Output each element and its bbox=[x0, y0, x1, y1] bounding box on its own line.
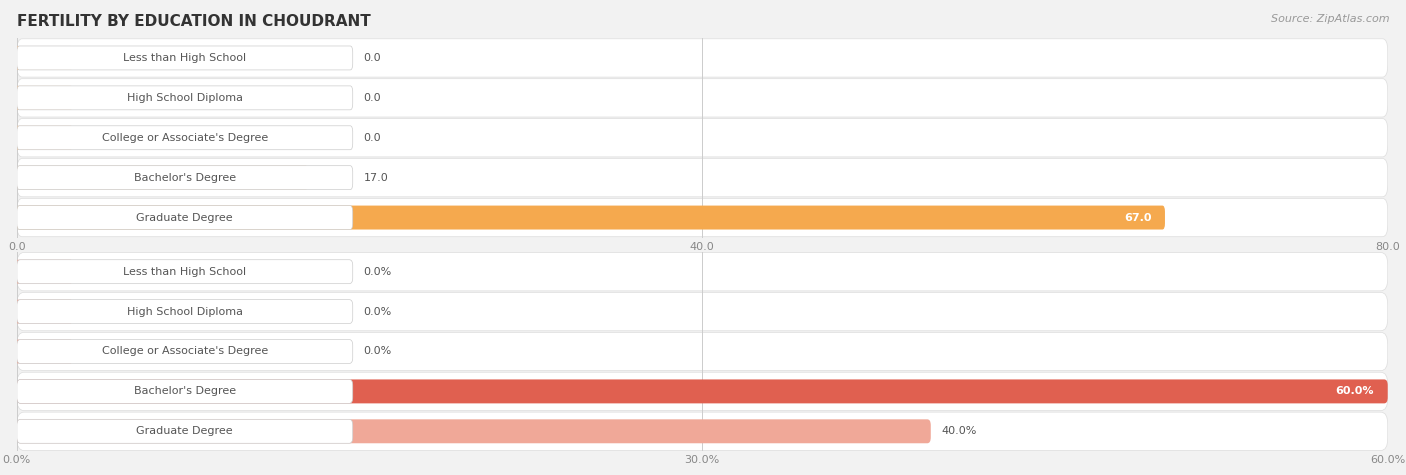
FancyBboxPatch shape bbox=[17, 166, 353, 190]
Text: Bachelor's Degree: Bachelor's Degree bbox=[134, 386, 236, 397]
Text: 40.0%: 40.0% bbox=[942, 426, 977, 437]
Text: 0.0: 0.0 bbox=[364, 133, 381, 143]
FancyBboxPatch shape bbox=[17, 206, 353, 229]
Text: Graduate Degree: Graduate Degree bbox=[136, 212, 233, 223]
FancyBboxPatch shape bbox=[17, 253, 1388, 291]
Text: 0.0: 0.0 bbox=[364, 53, 381, 63]
Text: Graduate Degree: Graduate Degree bbox=[136, 426, 233, 437]
FancyBboxPatch shape bbox=[17, 412, 1388, 450]
FancyBboxPatch shape bbox=[17, 206, 1166, 229]
Text: 0.0%: 0.0% bbox=[364, 306, 392, 317]
Text: College or Associate's Degree: College or Associate's Degree bbox=[101, 133, 269, 143]
FancyBboxPatch shape bbox=[17, 126, 353, 150]
Text: 0.0%: 0.0% bbox=[364, 346, 392, 357]
Text: 17.0: 17.0 bbox=[364, 172, 388, 183]
FancyBboxPatch shape bbox=[17, 260, 72, 284]
FancyBboxPatch shape bbox=[17, 419, 931, 443]
FancyBboxPatch shape bbox=[17, 199, 1388, 237]
FancyBboxPatch shape bbox=[17, 39, 1388, 77]
FancyBboxPatch shape bbox=[17, 46, 72, 70]
Text: Source: ZipAtlas.com: Source: ZipAtlas.com bbox=[1271, 14, 1389, 24]
FancyBboxPatch shape bbox=[17, 46, 353, 70]
FancyBboxPatch shape bbox=[17, 332, 1388, 371]
FancyBboxPatch shape bbox=[17, 86, 353, 110]
Text: 60.0%: 60.0% bbox=[1336, 386, 1374, 397]
FancyBboxPatch shape bbox=[17, 380, 353, 403]
FancyBboxPatch shape bbox=[17, 260, 353, 284]
FancyBboxPatch shape bbox=[17, 419, 353, 443]
FancyBboxPatch shape bbox=[17, 300, 72, 323]
Text: College or Associate's Degree: College or Associate's Degree bbox=[101, 346, 269, 357]
Text: 0.0: 0.0 bbox=[364, 93, 381, 103]
Text: Bachelor's Degree: Bachelor's Degree bbox=[134, 172, 236, 183]
FancyBboxPatch shape bbox=[17, 86, 72, 110]
Text: Less than High School: Less than High School bbox=[124, 266, 246, 277]
Text: Less than High School: Less than High School bbox=[124, 53, 246, 63]
FancyBboxPatch shape bbox=[17, 293, 1388, 331]
Text: High School Diploma: High School Diploma bbox=[127, 306, 243, 317]
FancyBboxPatch shape bbox=[17, 372, 1388, 410]
Text: FERTILITY BY EDUCATION IN CHOUDRANT: FERTILITY BY EDUCATION IN CHOUDRANT bbox=[17, 14, 371, 29]
FancyBboxPatch shape bbox=[17, 166, 308, 190]
FancyBboxPatch shape bbox=[17, 159, 1388, 197]
Text: 67.0: 67.0 bbox=[1123, 212, 1152, 223]
Text: High School Diploma: High School Diploma bbox=[127, 93, 243, 103]
FancyBboxPatch shape bbox=[17, 119, 1388, 157]
Text: 0.0%: 0.0% bbox=[364, 266, 392, 277]
FancyBboxPatch shape bbox=[17, 126, 72, 150]
FancyBboxPatch shape bbox=[17, 300, 353, 323]
FancyBboxPatch shape bbox=[17, 340, 72, 363]
FancyBboxPatch shape bbox=[17, 380, 1388, 403]
FancyBboxPatch shape bbox=[17, 340, 353, 363]
FancyBboxPatch shape bbox=[17, 79, 1388, 117]
